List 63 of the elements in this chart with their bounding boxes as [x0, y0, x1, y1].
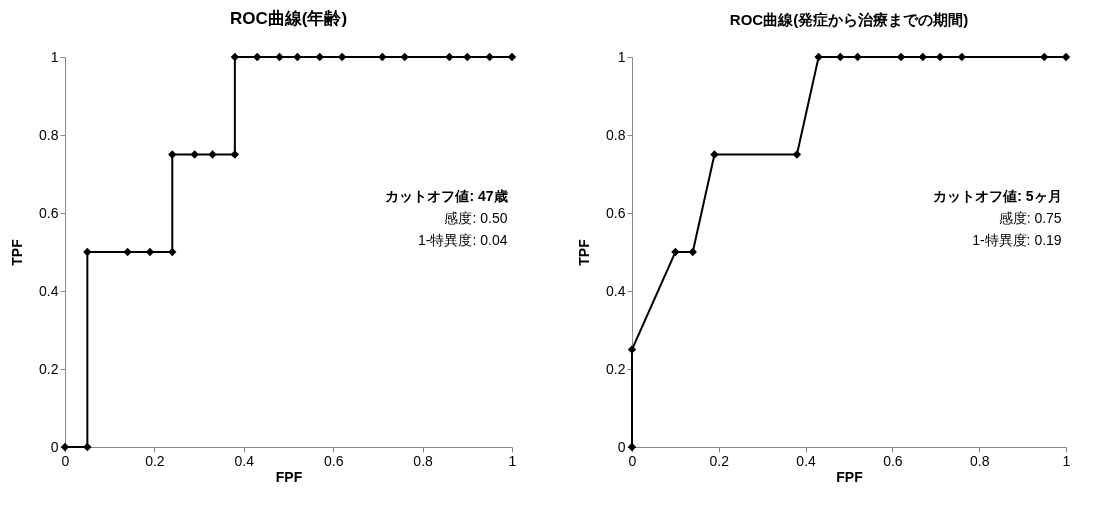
- annotation: 感度: 0.50: [444, 210, 508, 227]
- point: [814, 52, 823, 62]
- point: [710, 150, 719, 159]
- annotation: カットオフ値: 47歳: [385, 188, 508, 205]
- point: [83, 247, 92, 257]
- x-tick-label: 0.6: [323, 452, 344, 469]
- y-tick-label: 0.6: [39, 204, 59, 221]
- y-axis-title: TPF: [576, 238, 593, 266]
- point: [293, 52, 302, 62]
- point: [315, 52, 324, 62]
- y-tick-label: 0.2: [39, 360, 59, 377]
- point: [463, 52, 472, 62]
- x-tick-label: 0.8: [413, 452, 434, 469]
- point: [688, 247, 697, 257]
- x-tick-label: 0: [628, 452, 637, 469]
- x-tick-label: 1: [1062, 452, 1071, 469]
- x-tick-label: 1: [508, 452, 517, 469]
- point: [1040, 52, 1049, 62]
- annotation: 1-特異度: 0.04: [418, 232, 508, 249]
- point: [671, 247, 680, 257]
- annotation: カットオフ値: 5ヶ月: [933, 188, 1062, 205]
- x-tick-label: 0.4: [796, 452, 817, 469]
- y-axis-title: TPF: [9, 238, 26, 266]
- y-tick-label: 0.6: [606, 204, 626, 221]
- point: [853, 52, 862, 62]
- x-tick-label: 0.8: [969, 452, 990, 469]
- point: [836, 52, 845, 62]
- x-axis-title: FPF: [836, 468, 864, 485]
- chart-title: ROC曲線(発症から治療までの期間): [729, 11, 969, 28]
- point: [123, 247, 132, 257]
- point: [190, 150, 199, 159]
- y-tick-label: 0.2: [606, 360, 626, 377]
- y-tick-label: 0: [617, 438, 626, 455]
- x-axis-title: FPF: [275, 468, 303, 485]
- y-tick-label: 0.4: [39, 282, 59, 299]
- point: [400, 52, 409, 62]
- point: [168, 150, 177, 159]
- point: [378, 52, 387, 62]
- x-tick-label: 0.2: [145, 452, 165, 469]
- point: [83, 442, 92, 452]
- point: [208, 150, 217, 159]
- y-tick-label: 1: [617, 48, 626, 65]
- y-tick-label: 1: [50, 48, 59, 65]
- point: [627, 345, 637, 354]
- y-tick-label: 0.8: [39, 126, 59, 143]
- chart-title: ROC曲線(年齢): [229, 9, 348, 28]
- point: [168, 247, 177, 257]
- point: [445, 52, 454, 62]
- point: [485, 52, 494, 62]
- point: [918, 52, 927, 62]
- x-tick-label: 0: [61, 452, 70, 469]
- point: [792, 150, 802, 159]
- y-tick-label: 0.4: [606, 282, 626, 299]
- point: [253, 52, 262, 62]
- x-tick-label: 0.6: [883, 452, 903, 469]
- annotation: 感度: 0.75: [998, 210, 1062, 227]
- x-tick-label: 0.4: [234, 452, 255, 469]
- y-tick-label: 0: [50, 438, 59, 455]
- y-tick-label: 0.8: [606, 126, 626, 143]
- point: [230, 150, 240, 159]
- point: [275, 52, 284, 62]
- annotation: 1-特異度: 0.19: [972, 232, 1062, 249]
- x-tick-label: 0.2: [709, 452, 730, 469]
